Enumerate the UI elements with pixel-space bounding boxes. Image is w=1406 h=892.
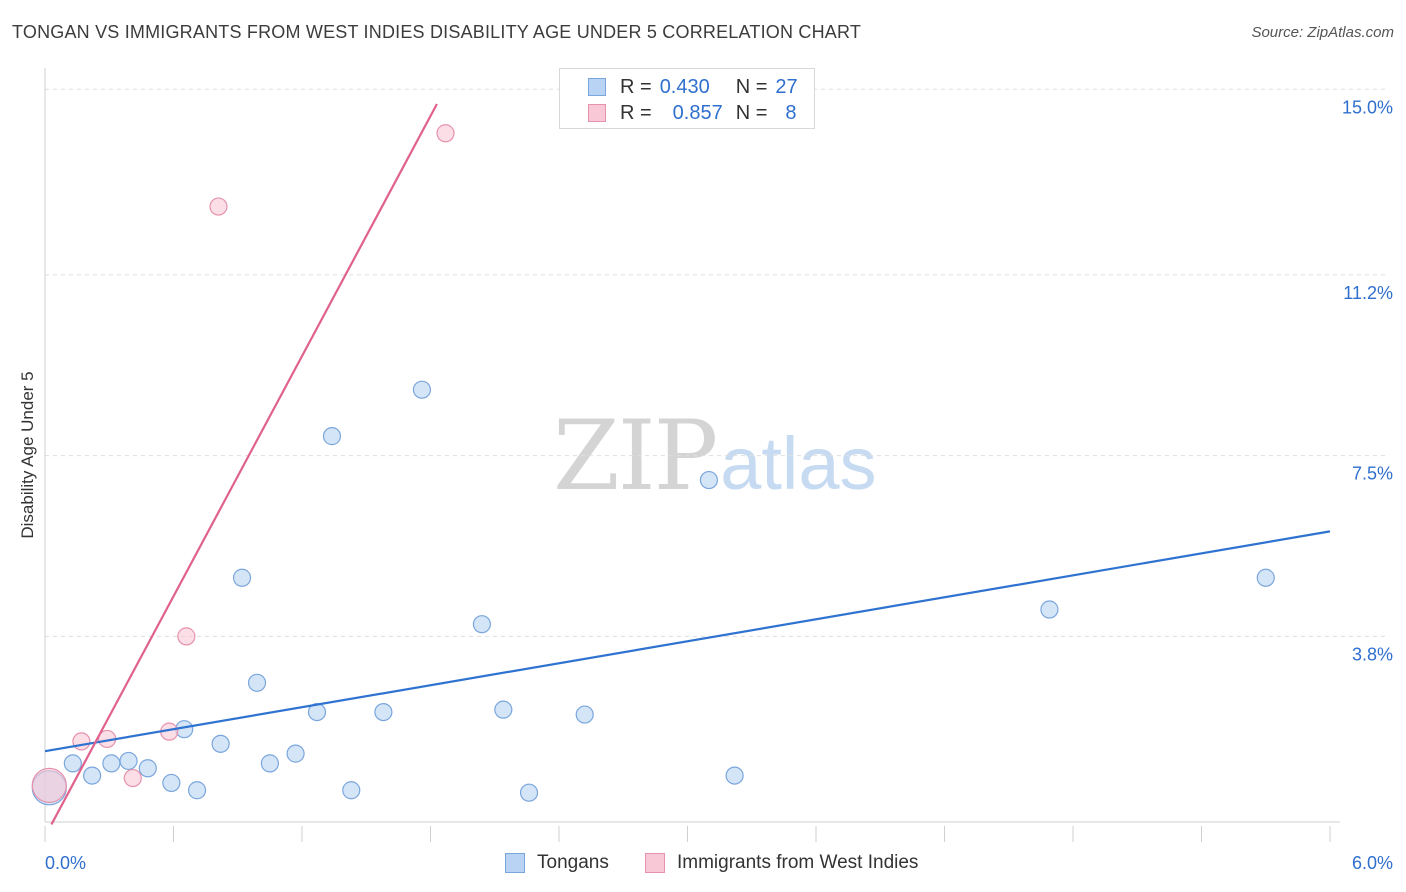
tongans-point [1256,568,1275,587]
y-tick-label: 7.5% [1352,464,1393,484]
west-indies-swatch [645,853,665,873]
source-credit: Source: ZipAtlas.com [1251,24,1394,41]
tongans-swatch [588,78,606,96]
r-label: R = [620,101,652,124]
r-label: R = [620,75,652,98]
tongans-point [1040,600,1059,619]
west-indies-trend-line [50,103,438,825]
west-indies-point [31,767,67,803]
x-tick-label-max: 6.0% [1352,853,1393,873]
tongans-point [519,783,539,802]
tongans-point [575,705,594,724]
tongans-point [211,734,230,753]
tongans-point [725,766,744,785]
n-label: N = [735,101,768,124]
tongans-point [342,781,361,800]
watermark-zip: ZIP [553,400,718,512]
tongans-trend-line [44,530,1331,753]
tongans-point [286,744,305,763]
y-tick-label: 3.8% [1352,644,1393,664]
tongans-point [374,702,393,722]
west-indies-swatch [588,104,606,122]
tongans-point [472,615,491,634]
r-value: 0.857 [672,101,723,124]
west-indies-point [177,627,196,646]
correlation-legend: R = 0.430 N = 27 R = 0.857 N = 8 [559,68,815,129]
watermark: ZIPatlas [553,400,877,512]
tongans-point [83,766,102,785]
bottom-legend-tongans: Tongans [505,852,609,874]
west-indies-point [123,768,142,788]
tongans-point [260,754,279,773]
n-value: 8 [785,101,797,124]
tongans-point [102,754,121,773]
tongans-point [162,773,181,793]
legend-label: Immigrants from West Indies [677,852,919,873]
tongans-point [699,470,719,490]
tongans-point [412,380,432,399]
bottom-legend-west-indies: Immigrants from West Indies [645,852,918,874]
west-indies-point [209,197,228,216]
watermark-atlas: atlas [720,422,877,505]
tongans-point [119,751,138,771]
y-tick-label: 15.0% [1342,97,1393,117]
tongans-point [322,427,342,446]
x-tick-label-min: 0.0% [45,853,86,873]
tongans-point [187,781,207,800]
tongans-point [63,754,82,773]
tongans-swatch [505,853,525,873]
y-axis-label: Disability Age Under 5 [18,371,37,539]
chart-title: TONGAN VS IMMIGRANTS FROM WEST INDIES DI… [12,22,862,42]
legend-row-tongans: R = 0.430 N = 27 [588,75,798,99]
legend-row-west-indies: R = 0.857 N = 8 [588,101,797,125]
west-indies-point [72,732,91,751]
tongans-point [494,700,513,719]
tongans-point [232,568,252,587]
legend-label: Tongans [537,852,609,873]
y-tick-label: 11.2% [1343,283,1393,303]
tongans-point [138,759,157,778]
n-label: N = [735,75,768,98]
n-value: 27 [775,75,798,98]
r-value: 0.430 [659,75,710,98]
tongans-point [247,673,267,692]
west-indies-point [436,124,455,143]
